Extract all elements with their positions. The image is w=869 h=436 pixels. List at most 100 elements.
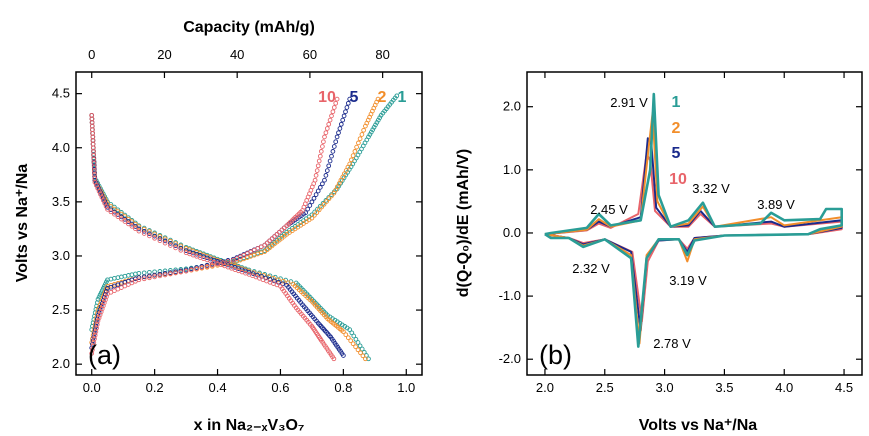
panel-a-cycle-label-2: 2 <box>378 89 387 106</box>
data-point <box>178 245 184 251</box>
data-point <box>168 238 173 244</box>
panel-a-x-tick-label: 0.4 <box>209 380 227 395</box>
data-point <box>178 269 184 275</box>
panel-a-label: (a) <box>88 340 121 370</box>
data-point <box>329 113 334 119</box>
data-point <box>322 177 327 183</box>
data-point <box>316 207 322 213</box>
data-point <box>136 228 142 234</box>
data-point <box>96 315 102 321</box>
data-point <box>320 144 325 149</box>
data-point <box>312 209 318 215</box>
data-point <box>341 113 347 119</box>
data-point <box>345 100 351 106</box>
data-point <box>264 240 270 246</box>
data-point <box>141 270 147 276</box>
data-point <box>96 310 102 315</box>
data-point <box>331 105 337 110</box>
data-point <box>147 233 152 239</box>
data-point <box>326 121 332 127</box>
panel-a-x-axis-title: x in Na₂₋ₓV₃O₇ <box>194 417 305 434</box>
data-point <box>129 223 135 229</box>
panel-b-x-tick-label: 3.5 <box>715 380 733 395</box>
series-5-markers <box>89 96 353 358</box>
data-point <box>162 238 168 244</box>
data-point <box>269 236 275 241</box>
data-point <box>353 336 359 342</box>
panel-b-peak-annotation: 2.45 V <box>590 202 628 217</box>
data-point <box>375 96 381 102</box>
data-point <box>112 211 117 217</box>
data-point <box>347 96 353 102</box>
data-point <box>338 121 344 127</box>
data-point <box>103 292 108 297</box>
data-point <box>314 168 320 173</box>
data-point <box>168 240 173 246</box>
data-point <box>318 149 324 154</box>
data-point <box>345 335 351 341</box>
panel-a-x-tick-label: 0.8 <box>334 380 352 395</box>
data-point <box>363 356 368 362</box>
data-point <box>162 271 168 276</box>
data-point <box>327 117 333 123</box>
data-point <box>331 144 337 149</box>
data-point <box>271 278 277 284</box>
data-point <box>305 206 311 212</box>
data-point <box>307 203 313 208</box>
data-point <box>313 192 319 197</box>
panel-b-annotations: 2.91 V 2.45 V 3.32 V 3.89 V 2.32 V 3.19 V 2.78… <box>572 95 795 351</box>
panel-b-peak-annotation: 2.78 V <box>653 336 691 351</box>
data-point <box>336 130 341 136</box>
panel-a-top-tick-label: 0 <box>88 47 95 62</box>
panel-b-x-axis-title: Volts vs Na⁺/Na <box>639 417 758 434</box>
panel-a-cycle-label-1: 1 <box>398 89 407 106</box>
panel-b-peak-annotation: 3.19 V <box>669 273 707 288</box>
data-point <box>98 304 104 309</box>
panel-a-cycle-labels: 10 5 2 1 <box>318 89 406 106</box>
data-point <box>360 353 366 359</box>
data-point <box>323 130 329 136</box>
data-point <box>341 353 346 358</box>
data-point <box>348 338 354 344</box>
data-point <box>315 163 321 169</box>
panel-b-cycle-label-5: 5 <box>672 145 681 162</box>
panel-b-cycle-label-2: 2 <box>672 120 681 137</box>
data-point <box>359 346 365 352</box>
data-point <box>349 330 355 336</box>
data-point <box>173 270 178 276</box>
data-point <box>334 96 340 102</box>
series-1-curve <box>544 92 843 348</box>
data-point <box>347 327 353 332</box>
data-point <box>168 270 173 275</box>
data-point <box>173 243 178 249</box>
data-point <box>314 210 320 215</box>
data-point <box>141 276 147 282</box>
panel-a-x-tick-label: 0.0 <box>83 380 101 395</box>
panel-a-data <box>89 93 400 362</box>
data-point <box>162 240 168 246</box>
data-point <box>126 221 131 227</box>
panel-b-x-tick-label: 2.5 <box>596 380 614 395</box>
data-point <box>317 153 323 159</box>
data-point <box>133 226 138 232</box>
data-point <box>157 238 163 244</box>
panel-a-top-tick-label: 60 <box>303 47 317 62</box>
panel-a-x-tick-label: 0.2 <box>146 380 164 395</box>
panel-a-frame <box>75 71 423 376</box>
data-point <box>366 356 371 362</box>
data-point <box>343 109 348 115</box>
panel-b-cycle-labels: 1 2 5 10 <box>669 94 687 188</box>
data-point <box>279 227 285 233</box>
panel-a-y-tick-label: 2.0 <box>52 356 70 371</box>
data-point <box>152 235 157 241</box>
data-point <box>329 193 334 199</box>
data-point <box>347 161 353 167</box>
data-point <box>315 188 321 194</box>
data-point <box>329 153 334 159</box>
data-point <box>283 277 289 283</box>
data-point <box>352 149 358 154</box>
data-point <box>105 207 110 212</box>
panel-b-frame <box>526 71 863 376</box>
panel-b-data <box>544 92 843 348</box>
data-point <box>356 140 361 146</box>
